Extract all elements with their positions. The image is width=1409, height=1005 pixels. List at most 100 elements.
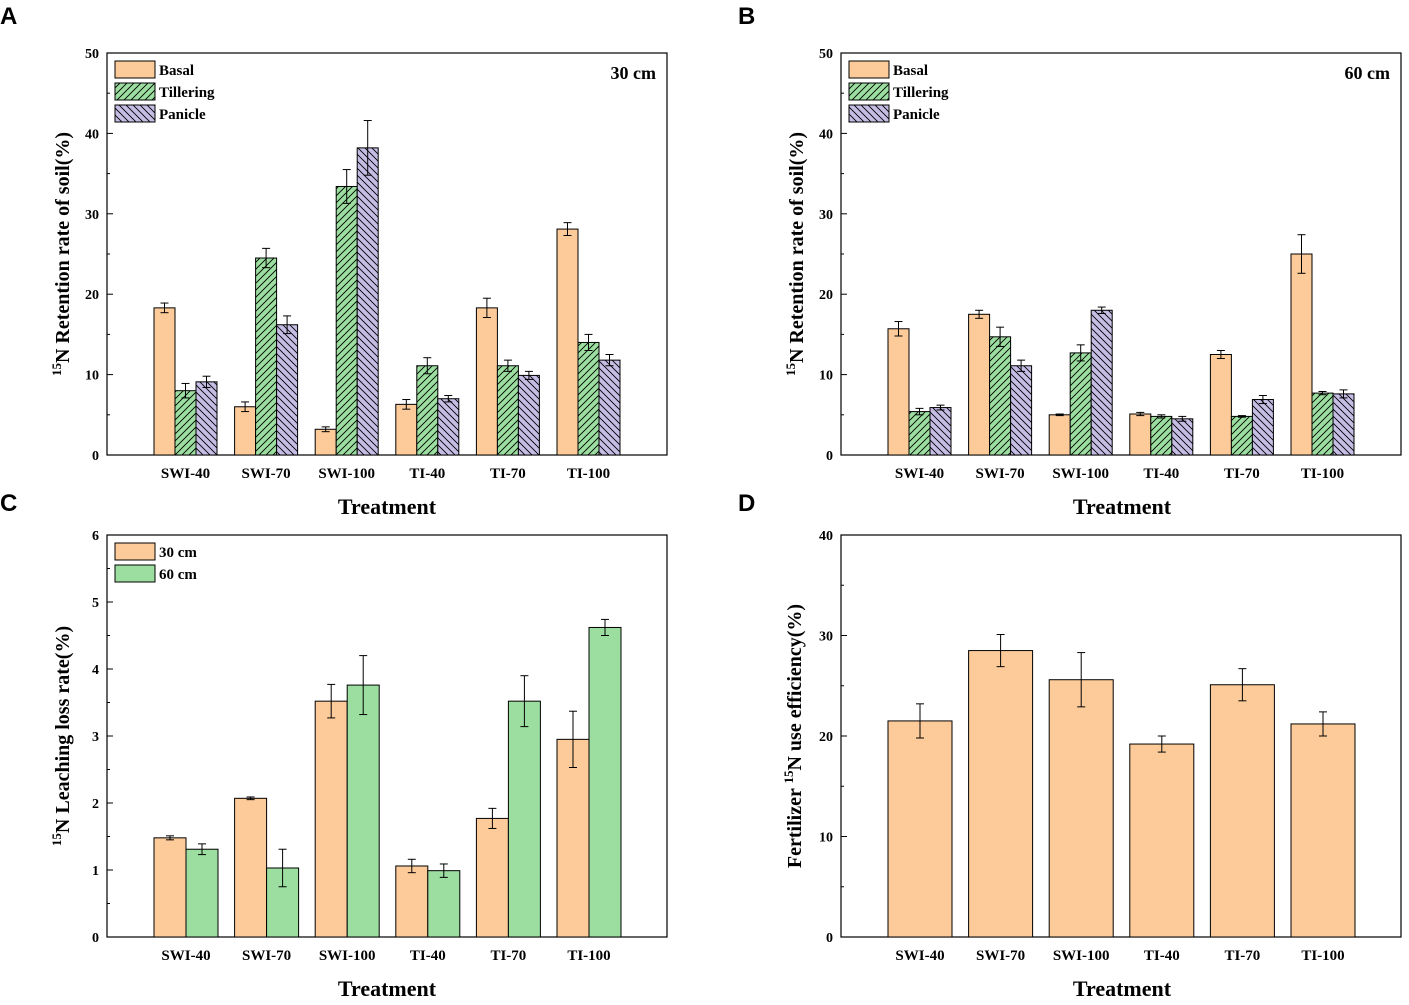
- panel-label: D: [738, 490, 755, 517]
- bar: [1150, 415, 1173, 456]
- legend-swatch: [114, 60, 156, 79]
- bar: [1290, 253, 1313, 456]
- bar: [1010, 365, 1033, 456]
- x-tick-label: TI-70: [490, 466, 526, 482]
- bar: [395, 403, 418, 456]
- bar: [1090, 309, 1113, 456]
- bar: [427, 870, 461, 938]
- bar: [1069, 352, 1092, 456]
- bar: [1251, 399, 1274, 456]
- legend-swatch: [848, 82, 890, 101]
- bar: [556, 738, 590, 938]
- y-tick-label: 10: [85, 369, 99, 384]
- bar: [475, 817, 509, 938]
- bar: [989, 336, 1012, 456]
- x-tick-label: SWI-40: [895, 466, 944, 482]
- y-tick-label: 40: [85, 127, 99, 142]
- panel-label: C: [0, 490, 17, 517]
- bar: [1129, 413, 1152, 456]
- depth-annotation: 30 cm: [611, 63, 656, 83]
- x-tick-label: TI-100: [567, 466, 610, 482]
- legend-swatch: [114, 542, 156, 561]
- y-tick-label: 6: [92, 529, 99, 544]
- bar: [908, 411, 931, 456]
- bar: [968, 650, 1034, 938]
- panel-label: B: [738, 3, 755, 30]
- bar: [1129, 743, 1195, 938]
- bar: [1311, 392, 1334, 456]
- bar: [185, 848, 219, 938]
- bar: [234, 406, 257, 456]
- bar: [153, 837, 187, 938]
- x-tick-label: TI-70: [1224, 466, 1260, 482]
- y-tick-label: 20: [85, 288, 99, 303]
- x-tick-label: TI-70: [1224, 948, 1260, 964]
- legend-label: Panicle: [893, 107, 940, 123]
- x-axis-label: Treatment: [338, 494, 437, 519]
- legend-label: Tillering: [159, 85, 215, 101]
- bar: [1048, 679, 1114, 938]
- bar: [1290, 723, 1356, 938]
- bar: [598, 359, 621, 456]
- x-tick-label: SWI-70: [976, 466, 1025, 482]
- y-tick-label: 40: [819, 529, 833, 544]
- legend-swatch: [848, 104, 890, 123]
- x-tick-label: TI-40: [409, 466, 445, 482]
- x-tick-label: SWI-40: [161, 948, 210, 964]
- bar: [416, 365, 439, 456]
- bar: [395, 865, 429, 938]
- x-axis-label: Treatment: [1073, 494, 1172, 519]
- x-tick-label: SWI-40: [161, 466, 210, 482]
- x-tick-label: SWI-40: [895, 948, 944, 964]
- y-tick-label: 0: [826, 449, 833, 464]
- bar: [1332, 393, 1355, 456]
- x-tick-label: TI-40: [1143, 466, 1179, 482]
- bar: [174, 390, 197, 456]
- x-tick-label: SWI-100: [1053, 948, 1110, 964]
- bar: [346, 684, 380, 938]
- bar: [314, 428, 337, 456]
- bar: [437, 398, 460, 456]
- bar: [507, 700, 541, 938]
- bar: [1230, 415, 1253, 456]
- legend-label: Basal: [893, 63, 928, 79]
- y-axis-label: 15N Retention rate of soil(%): [49, 132, 74, 376]
- bar: [195, 381, 218, 456]
- legend-swatch: [114, 104, 156, 123]
- bar: [556, 228, 579, 456]
- bar: [1209, 684, 1275, 938]
- x-tick-label: SWI-100: [1052, 466, 1109, 482]
- legend-label: Tillering: [893, 85, 949, 101]
- y-tick-label: 10: [819, 831, 833, 846]
- bar: [496, 365, 519, 456]
- bar: [1048, 414, 1071, 456]
- x-tick-label: SWI-70: [242, 466, 291, 482]
- legend-label: 60 cm: [159, 567, 197, 583]
- y-tick-label: 0: [92, 931, 99, 946]
- bar: [588, 626, 622, 938]
- bar: [887, 328, 910, 456]
- bar: [153, 307, 176, 456]
- bar: [475, 307, 498, 456]
- x-axis-label: Treatment: [338, 976, 437, 1001]
- y-tick-label: 5: [92, 596, 99, 611]
- bar: [276, 324, 299, 456]
- bar: [929, 407, 952, 456]
- bar: [314, 700, 348, 938]
- y-axis-label: 15N Leaching loss rate(%): [49, 626, 74, 846]
- bar: [234, 797, 268, 938]
- y-axis-label: Fertilizer 15N use efficiency(%): [781, 604, 806, 868]
- y-tick-label: 40: [819, 127, 833, 142]
- bar: [335, 185, 358, 456]
- bar: [968, 313, 991, 456]
- x-tick-label: SWI-70: [976, 948, 1025, 964]
- legend-swatch: [114, 82, 156, 101]
- x-tick-label: TI-100: [1301, 948, 1344, 964]
- y-tick-label: 4: [92, 663, 99, 678]
- y-tick-label: 20: [819, 730, 833, 745]
- y-tick-label: 20: [819, 288, 833, 303]
- panel-a: A 30 cm Treatment 15N Retention rate of …: [0, 3, 668, 519]
- panel-label: A: [0, 3, 17, 30]
- legend-label: Panicle: [159, 107, 206, 123]
